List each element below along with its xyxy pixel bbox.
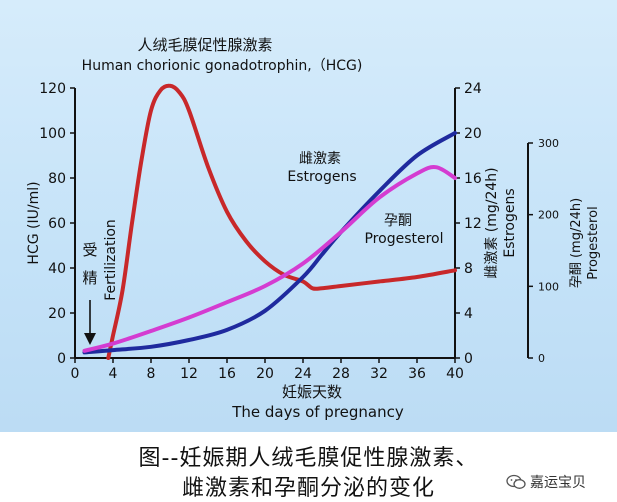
caption-line-1: 图--妊娠期人绒毛膜促性腺激素、 <box>138 446 479 471</box>
y-left-tick-label: 0 <box>57 351 66 367</box>
x-tick-label: 4 <box>109 366 118 382</box>
y-right1-tick-label: 20 <box>464 126 482 142</box>
x-tick-label: 12 <box>180 366 198 382</box>
estrogen-label-zh: 雌激素 <box>299 150 341 167</box>
hormone-chart: 0 4 8 12 16 20 24 28 32 36 40020406080100120048121… <box>26 36 601 421</box>
x-tick-label: 20 <box>256 366 274 382</box>
fertilization-arrow-head <box>84 333 96 345</box>
series-line-hcg <box>106 83 457 360</box>
wechat-icon <box>506 474 526 489</box>
caption-line-2: 雌激素和孕酮分泌的变化 <box>181 476 435 501</box>
fertilization-label-zh-char: 精 <box>82 269 97 287</box>
y-left-tick-label: 120 <box>39 81 66 97</box>
y-left-tick-label: 20 <box>48 306 66 322</box>
x-tick-label: 8 <box>147 366 156 382</box>
chart-panel: 0 4 8 12 16 20 24 28 32 36 40 0 20 40 60 80 100 120 0 4 8 12 1… <box>0 0 617 432</box>
watermark: 嘉运宝贝 <box>506 470 610 494</box>
y-right1-tick-label: 16 <box>464 171 482 187</box>
x-tick-label: 32 <box>370 366 388 382</box>
x-tick-label: 0 <box>71 366 80 382</box>
y-right1-axis-label-zh: 雌激素 (mg/24h) <box>483 167 500 278</box>
progesterone-label-en: Progesterol <box>364 231 443 247</box>
y-right2-tick-label: 0 <box>538 352 545 365</box>
x-tick-label: 28 <box>332 366 350 382</box>
y-left-axis-label: HCG (IU/ml) <box>26 181 42 264</box>
fertilization-label-en: Fertilization <box>103 219 119 301</box>
y-right1-tick-label: 12 <box>464 216 482 232</box>
y-left-tick-label: 80 <box>48 171 66 187</box>
y-left-tick-label: 100 <box>39 126 66 142</box>
fertilization-label-zh-char: 受 <box>82 241 97 259</box>
x-axis-label-zh: 妊娠天数 <box>282 383 342 401</box>
progesterone-label-zh: 孕酮 <box>384 213 412 229</box>
x-tick-label: 24 <box>294 366 312 382</box>
series-line-estrogens <box>82 131 457 355</box>
y-right1-tick-label: 4 <box>464 306 473 322</box>
x-axis-label-en: The days of pregnancy <box>231 403 404 421</box>
watermark-text: 嘉运宝贝 <box>530 475 586 491</box>
y-right2-axis-label-zh: 孕酮 (mg/24h) <box>569 198 584 288</box>
chart-title-en: Human chorionic gonadotrophin,（HCG) <box>82 58 363 74</box>
y-right2-axis-label-en: Progesterol <box>586 206 601 279</box>
y-left-tick-label: 60 <box>48 216 66 232</box>
y-left-tick-label: 40 <box>48 261 66 277</box>
x-tick-label: 40 <box>446 366 464 382</box>
estrogen-label-en: Estrogens <box>287 169 356 185</box>
x-tick-label: 16 <box>218 366 236 382</box>
y-right1-tick-label: 24 <box>464 81 482 97</box>
y-right2-tick-label: 200 <box>538 209 559 222</box>
y-right1-tick-label: 8 <box>464 261 473 277</box>
y-right1-tick-label: 0 <box>464 351 473 367</box>
y-right2-tick-label: 300 <box>538 137 559 150</box>
x-tick-label: 36 <box>408 366 426 382</box>
y-right1-axis-label-en: Estrogens <box>502 188 518 257</box>
y-right2-tick-label: 100 <box>538 280 559 293</box>
series-line-progesterol <box>82 165 457 353</box>
chart-title-zh: 人绒毛膜促性腺激素 <box>137 36 272 54</box>
